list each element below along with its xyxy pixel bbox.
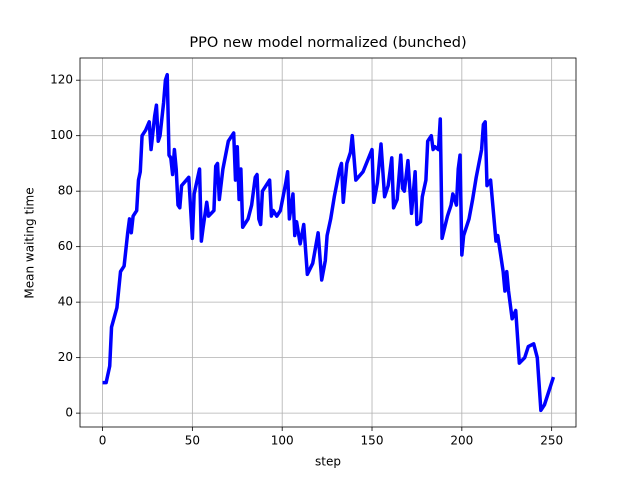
x-tick-label: 250 (540, 434, 563, 448)
x-tick-label: 200 (450, 434, 473, 448)
x-tick-label: 50 (185, 434, 200, 448)
y-tick-label: 60 (58, 239, 73, 253)
y-axis-label: Mean waiting time (23, 187, 37, 298)
x-tick-label: 150 (361, 434, 384, 448)
data-line (102, 72, 556, 413)
y-tick-label: 100 (50, 128, 73, 142)
plot-frame (79, 57, 577, 428)
y-tick-label: 40 (58, 295, 73, 309)
y-tick-label: 0 (65, 406, 73, 420)
x-axis-label: step (315, 455, 341, 469)
y-tick-label: 80 (58, 184, 73, 198)
chart-title: PPO new model normalized (bunched) (189, 35, 466, 51)
x-tick-label: 100 (271, 434, 294, 448)
x-tick-label: 0 (99, 434, 107, 448)
y-tick-label: 20 (58, 350, 73, 364)
y-tick-label: 120 (50, 73, 73, 87)
